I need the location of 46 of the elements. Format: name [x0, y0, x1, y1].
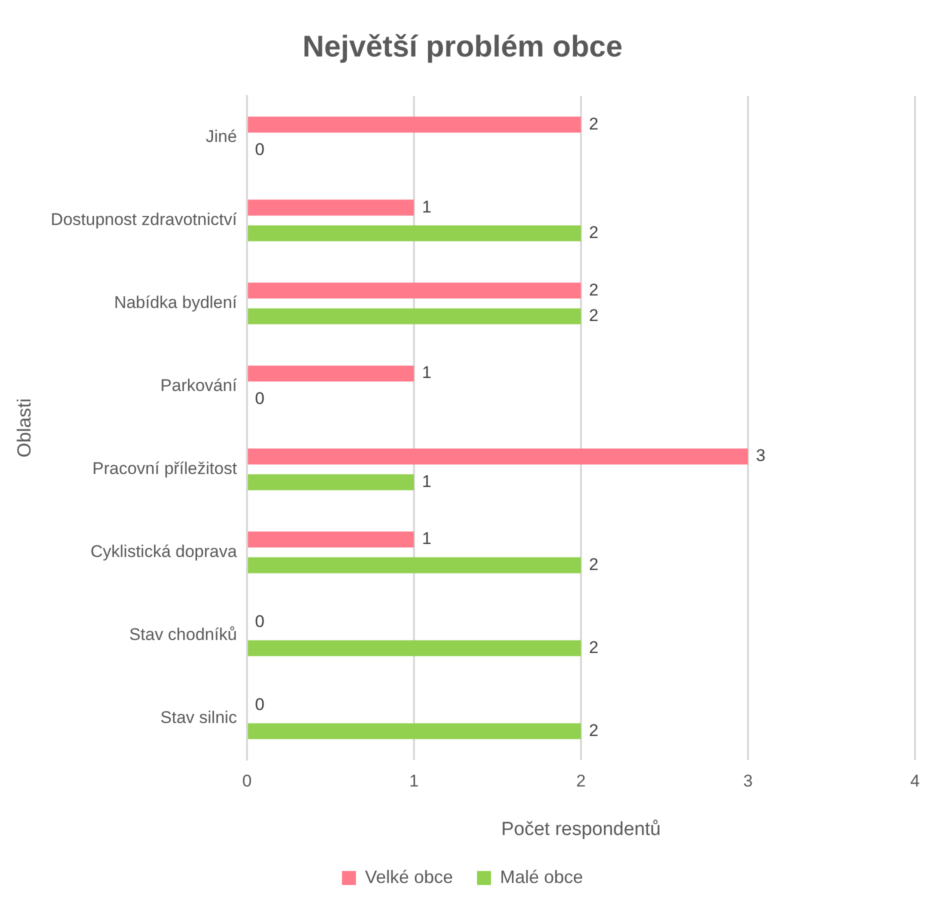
data-label: 0 [254, 695, 264, 714]
data-label: 2 [588, 223, 598, 242]
x-tick-label: 4 [910, 772, 920, 791]
data-label: 2 [588, 280, 598, 300]
bar [248, 308, 581, 324]
bar [248, 723, 581, 740]
data-label: 1 [422, 197, 432, 216]
bar [248, 532, 414, 548]
data-label: 2 [588, 306, 598, 325]
data-label: 0 [254, 612, 264, 632]
y-tick-label: Jiné [206, 127, 237, 146]
x-tick-label: 0 [242, 772, 252, 791]
y-tick-label: Stav chodníků [129, 625, 237, 644]
data-label: 1 [422, 363, 432, 382]
y-tick-label: Parkování [160, 376, 238, 396]
y-tick-label: Pracovní příležitost [92, 459, 238, 478]
bar [248, 366, 414, 382]
x-axis-title: Počet respondentů [501, 818, 661, 840]
data-label: 2 [588, 114, 598, 134]
chart-title: Největší problém obce [302, 30, 623, 64]
x-tick-label: 1 [409, 772, 419, 791]
data-label: 3 [756, 446, 766, 466]
bar [248, 640, 581, 656]
bar [248, 282, 581, 299]
y-tick-label: Cyklistická doprava [90, 542, 238, 562]
bar [248, 116, 581, 133]
data-label: 1 [422, 529, 432, 548]
bar [248, 448, 748, 464]
data-label: 2 [588, 638, 598, 657]
data-label: 0 [254, 388, 264, 408]
legend-label: Malé obce [500, 866, 584, 887]
bar [248, 474, 414, 490]
y-tick-label: Nabídka bydlení [114, 293, 238, 312]
x-tick-label: 3 [743, 772, 753, 791]
legend-label: Velké obce [364, 866, 454, 887]
y-axis-title: Oblasti [14, 398, 36, 458]
y-tick-label: Dostupnost zdravotnictví [50, 210, 238, 230]
bar [248, 200, 414, 216]
x-tick-label: 2 [576, 772, 586, 791]
data-label: 2 [588, 554, 598, 574]
data-label: 2 [588, 720, 598, 740]
bar [248, 557, 581, 574]
data-label: 1 [422, 472, 432, 491]
y-tick-label: Stav silnic [160, 708, 238, 727]
bar [248, 225, 581, 242]
data-label: 0 [254, 140, 264, 160]
